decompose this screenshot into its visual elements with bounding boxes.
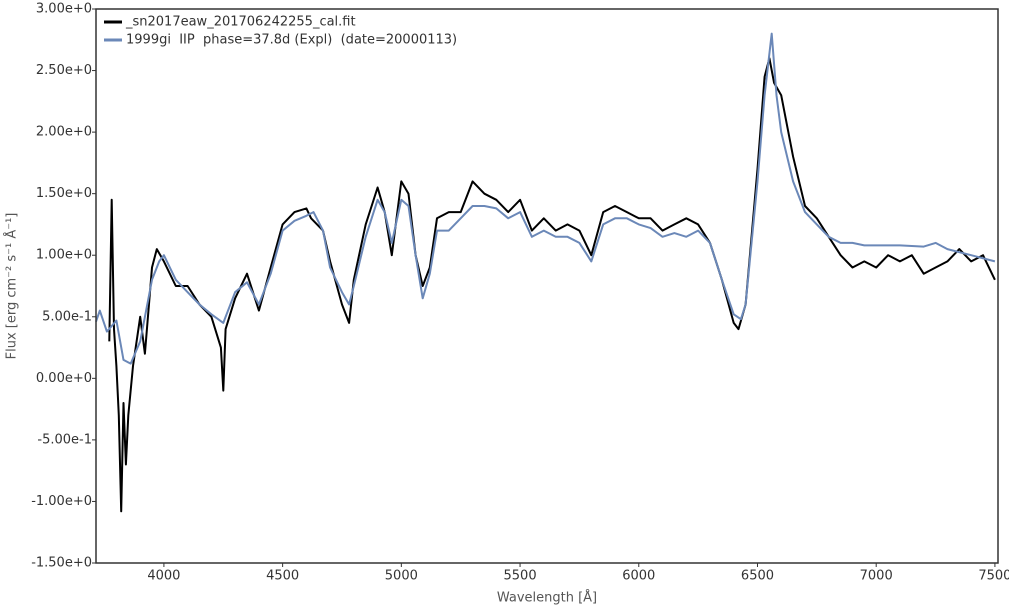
x-tick-label: 7000 [860, 569, 893, 584]
x-tick-label: 5500 [504, 569, 537, 584]
x-tick-label: 6000 [622, 569, 655, 584]
y-tick-label: 3.00e+0 [36, 2, 92, 17]
series-line [108, 57, 996, 513]
y-tick-label: 1.00e+0 [36, 248, 92, 263]
y-tick-label: 1.50e+0 [36, 186, 92, 201]
y-axis-label: Flux [erg cm⁻² s⁻¹ Å⁻¹] [4, 213, 20, 360]
y-tick-label: 5.00e-1 [42, 309, 92, 324]
x-axis-label: Wavelength [Å] [497, 590, 597, 606]
legend-label: 1999gi IIP phase=37.8d (Expl) (date=2000… [126, 33, 457, 48]
legend-label: _sn2017eaw_201706242255_cal.fit [125, 15, 356, 30]
x-tick-label: 5000 [385, 569, 418, 584]
plot-frame [95, 8, 999, 564]
y-tick-label: 2.00e+0 [36, 125, 92, 140]
y-tick-label: -1.00e+0 [31, 494, 92, 509]
series-line [95, 32, 996, 365]
y-tick-label: -1.50e+0 [31, 556, 92, 571]
x-tick-label: 6500 [741, 569, 774, 584]
x-tick-label: 4500 [266, 569, 299, 584]
y-tick-label: 2.50e+0 [36, 63, 92, 78]
x-tick-label: 4000 [147, 569, 180, 584]
x-tick-label: 7500 [978, 569, 1009, 584]
y-tick-label: -5.00e-1 [37, 432, 92, 447]
y-tick-label: 0.00e+0 [36, 371, 92, 386]
